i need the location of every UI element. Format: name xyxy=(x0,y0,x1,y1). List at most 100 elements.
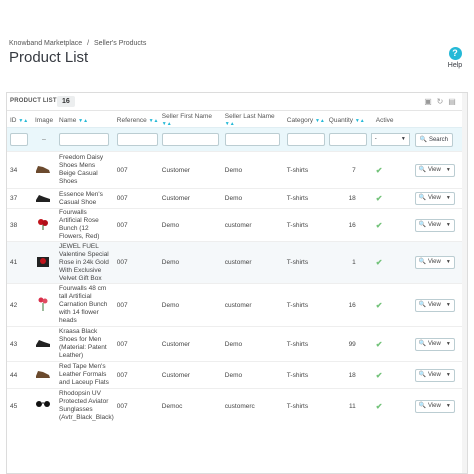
cell-active[interactable]: ✔ xyxy=(367,361,412,389)
chevron-down-icon[interactable]: ▼ xyxy=(445,195,451,201)
cell-active[interactable]: ✔ xyxy=(367,208,412,242)
search-button[interactable]: 🔍 Search xyxy=(414,132,453,147)
cell-category: T-shirts xyxy=(283,241,326,284)
table-row[interactable]: 42 Fourwalls 48 cm tall Artificial Carnati… xyxy=(7,283,467,327)
column-category[interactable]: Category ▼▲ xyxy=(286,116,325,124)
cell-seller-first-name: Demo xyxy=(158,208,222,242)
table-row[interactable]: 44 Red Tape Men's Leather Formals and Lace… xyxy=(7,361,467,389)
column-id[interactable]: ID ▼▲ xyxy=(10,116,29,124)
table-row[interactable]: 45 Rhodopsin UV Protected Aviator Sunglass… xyxy=(7,388,467,424)
chevron-down-icon[interactable]: ▼ xyxy=(445,402,451,409)
cell-image xyxy=(32,326,56,362)
column-name[interactable]: Name ▼▲ xyxy=(59,116,89,124)
cell-actions: 🔍 View ▼ xyxy=(411,388,467,424)
filter-quantity-input[interactable] xyxy=(328,133,367,146)
table-row[interactable]: 43 Kraasa Black Shoes for Men (Material: P… xyxy=(7,326,467,362)
filter-active-select[interactable]: - ▼ xyxy=(370,133,410,146)
cell-category: T-shirts xyxy=(283,151,326,189)
help-label: Help xyxy=(447,62,463,69)
column-seller-last-name[interactable]: Seller Last Name ▼▲ xyxy=(224,113,275,127)
cell-quantity: 16 xyxy=(325,283,368,327)
column-seller-first-name[interactable]: Seller First Name ▼▲ xyxy=(161,113,213,127)
filter-reference-input[interactable] xyxy=(116,133,158,146)
cell-seller-first-name: Demo xyxy=(158,283,222,327)
cell-id: 44 xyxy=(7,361,32,389)
product-list-panel: PRODUCT LIST 16 ▣ ↻ ▤ ID ▼▲ Image Name ▼… xyxy=(6,92,468,474)
page-title: Product List xyxy=(9,49,89,66)
cell-actions: 🔍 View ▼ xyxy=(411,208,467,242)
chevron-down-icon[interactable]: ▼ xyxy=(445,166,451,173)
filter-id-input[interactable] xyxy=(10,133,28,146)
cell-seller-first-name: Customer xyxy=(158,188,222,209)
cell-image xyxy=(32,208,56,242)
column-reference[interactable]: Reference ▼▲ xyxy=(116,116,159,124)
breadcrumb-marketplace[interactable]: Knowband Marketplace xyxy=(9,40,83,47)
table-row[interactable]: 38 Fourwalls Artificial Rose Bunch (12 Flow… xyxy=(7,208,467,242)
chevron-down-icon[interactable]: ▼ xyxy=(445,221,451,228)
export-icon[interactable]: ▣ xyxy=(424,97,432,106)
view-button[interactable]: 🔍 View ▼ xyxy=(414,368,455,382)
filter-name-input[interactable] xyxy=(59,133,109,146)
scrollbar[interactable] xyxy=(462,93,467,473)
cell-reference: 007 xyxy=(113,188,159,209)
cell-id: 34 xyxy=(7,151,32,189)
filter-last-name-input[interactable] xyxy=(224,133,280,146)
cell-quantity: 16 xyxy=(325,208,368,242)
view-button[interactable]: 🔍 View ▼ xyxy=(414,256,455,269)
filter-row: – - ▼ 🔍 Search xyxy=(7,127,467,152)
view-button[interactable]: 🔍 View ▼ xyxy=(414,163,455,177)
column-quantity[interactable]: Quantity ▼▲ xyxy=(328,116,365,124)
cell-reference: 007 xyxy=(113,361,159,389)
check-icon: ✔ xyxy=(375,165,383,175)
view-button[interactable]: 🔍 View ▼ xyxy=(414,192,455,205)
cell-active[interactable]: ✔ xyxy=(367,188,412,209)
table-row[interactable]: 37 Essence Men's Casual Shoe 007 Customer… xyxy=(7,188,467,209)
product-thumbnail xyxy=(35,255,51,269)
check-icon: ✔ xyxy=(375,194,383,203)
refresh-icon[interactable]: ↻ xyxy=(436,97,444,106)
filter-category-input[interactable] xyxy=(286,133,325,146)
page-header: Knowband Marketplace / Seller's Products… xyxy=(0,0,474,80)
cell-seller-last-name: customerc xyxy=(221,388,284,424)
cell-active[interactable]: ✔ xyxy=(367,283,412,327)
search-icon: 🔍 xyxy=(418,402,427,409)
check-icon: ✔ xyxy=(375,370,383,380)
column-actions xyxy=(412,113,467,128)
chevron-down-icon[interactable]: ▼ xyxy=(445,259,451,265)
cell-active[interactable]: ✔ xyxy=(367,388,412,424)
chevron-down-icon[interactable]: ▼ xyxy=(445,301,451,308)
filter-first-name-input[interactable] xyxy=(161,133,219,146)
cell-image xyxy=(32,188,56,209)
cell-seller-last-name: customer xyxy=(221,208,284,242)
view-button[interactable]: 🔍 View ▼ xyxy=(414,337,455,351)
table-row[interactable]: 34 Freedom Daisy Shoes Mens Beige Casual Sh… xyxy=(7,151,467,189)
cell-seller-last-name: Demo xyxy=(221,151,284,189)
cell-seller-first-name: Customer xyxy=(158,361,222,389)
cell-seller-last-name: Demo xyxy=(221,361,284,389)
cell-image xyxy=(32,388,56,424)
chevron-down-icon[interactable]: ▼ xyxy=(445,371,451,378)
cell-actions: 🔍 View ▼ xyxy=(411,361,467,389)
cell-active[interactable]: ✔ xyxy=(367,326,412,362)
cell-active[interactable]: ✔ xyxy=(367,241,412,284)
cell-reference: 007 xyxy=(113,388,159,424)
cell-category: T-shirts xyxy=(283,283,326,327)
sql-query-icon[interactable]: ▤ xyxy=(448,97,456,106)
help-button[interactable]: ? Help xyxy=(444,47,466,69)
view-button[interactable]: 🔍 View ▼ xyxy=(414,399,455,413)
view-button[interactable]: 🔍 View ▼ xyxy=(414,298,455,312)
search-icon: 🔍 xyxy=(418,371,427,378)
cell-image xyxy=(32,151,56,189)
cell-active[interactable]: ✔ xyxy=(367,151,412,189)
check-icon: ✔ xyxy=(375,339,383,349)
search-icon: 🔍 xyxy=(418,221,427,228)
chevron-down-icon[interactable]: ▼ xyxy=(445,340,451,347)
view-button[interactable]: 🔍 View ▼ xyxy=(414,218,455,232)
cell-reference: 007 xyxy=(113,151,159,189)
breadcrumb-sellers-products[interactable]: Seller's Products xyxy=(94,40,147,47)
column-active: Active xyxy=(375,116,394,124)
table-row[interactable]: 41 JEWEL FUEL Valentine Special Rose in 24… xyxy=(7,241,467,284)
table-header-row: ID ▼▲ Image Name ▼▲ Reference ▼▲ Seller … xyxy=(7,113,467,128)
check-icon: ✔ xyxy=(375,258,383,267)
cell-reference: 007 xyxy=(113,208,159,242)
